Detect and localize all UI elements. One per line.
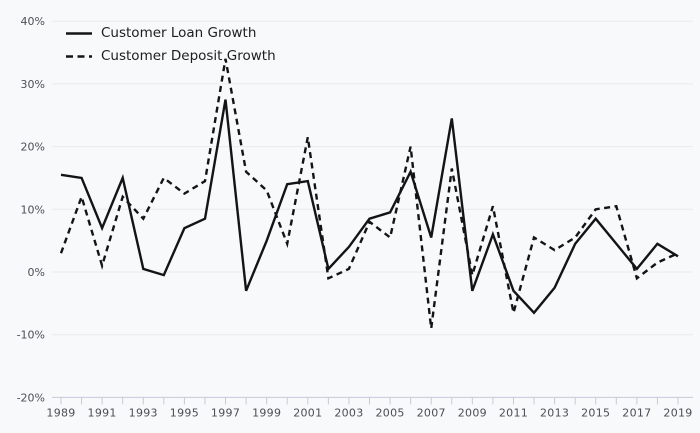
y-tick-label: 10% [21,203,45,216]
x-tick-label: 1999 [252,406,281,419]
series-line-deposit [59,58,679,329]
x-tick-label: 2019 [663,406,692,419]
x-tick-label: 1993 [129,406,158,419]
dashed-line-swatch-icon [66,55,92,58]
x-tick-label: 1997 [211,406,240,419]
x-tick-label: 2017 [622,406,651,419]
legend-item-deposit-growth: Customer Deposit Growth [66,48,276,66]
legend-label-loan-growth: Customer Loan Growth [101,25,257,41]
x-tick-label: 2009 [458,406,487,419]
y-tick-label: 20% [21,141,45,154]
x-tick-label: 1995 [170,406,199,419]
x-tick-label: 1989 [46,406,75,419]
y-tick-label: -20% [17,391,45,404]
x-tick-label: 1991 [88,406,117,419]
chart-legend: Customer Loan Growth Customer Deposit Gr… [66,25,276,65]
y-tick-label: 30% [21,78,45,91]
series-line-loan [60,99,679,315]
x-tick-label: 2003 [334,406,363,419]
solid-line-swatch-icon [66,32,92,36]
legend-label-deposit-growth: Customer Deposit Growth [101,47,276,64]
legend-item-loan-growth: Customer Loan Growth [66,25,276,43]
x-tick-label: 2013 [540,406,569,419]
y-tick-label: 40% [21,15,45,28]
x-tick-label: 2011 [499,406,528,419]
x-tick-label: 2001 [293,406,322,419]
x-tick-label: 2005 [375,406,404,419]
y-tick-label: 0% [28,266,45,279]
x-tick-label: 2007 [417,406,446,419]
y-tick-label: -10% [17,329,45,342]
x-tick-label: 2015 [581,406,610,419]
